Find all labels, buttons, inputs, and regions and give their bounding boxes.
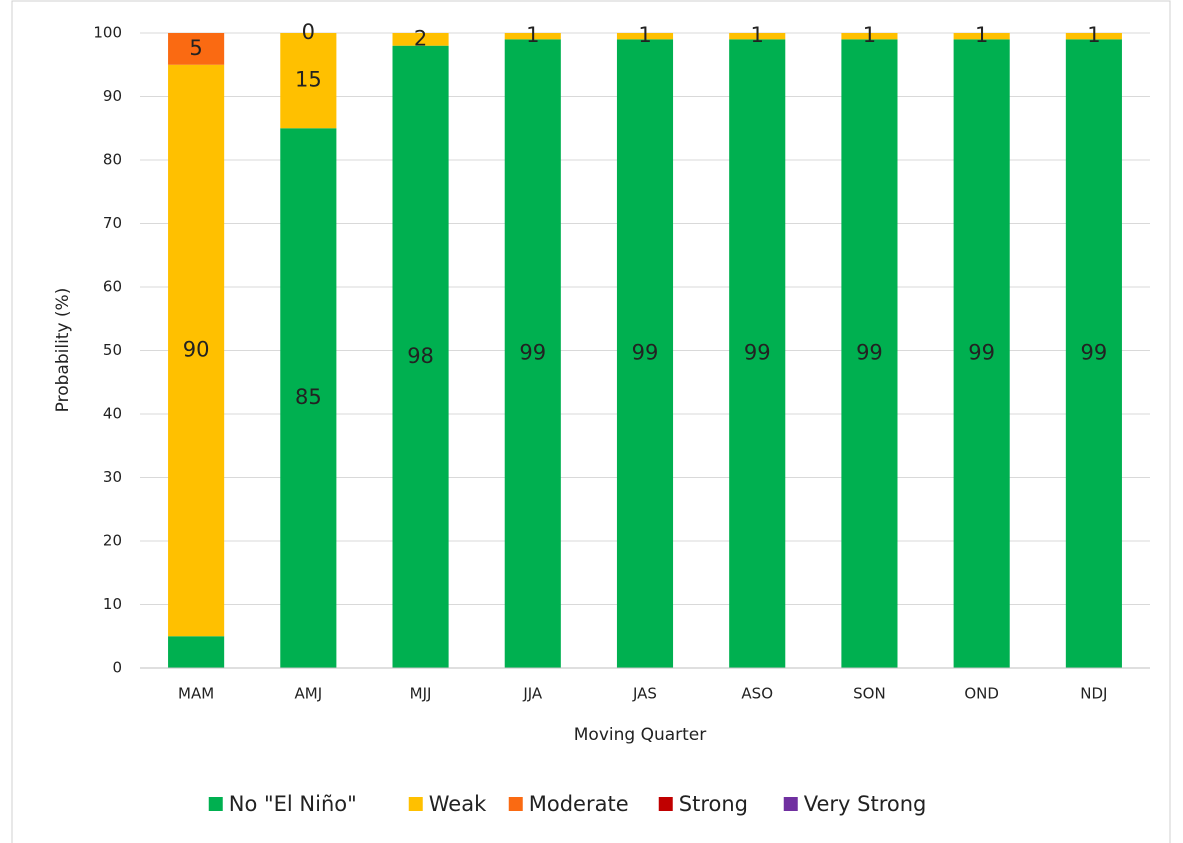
bar-segment — [841, 33, 898, 40]
y-tick-label: 40 — [103, 405, 122, 423]
x-tick-label: NDJ — [1080, 685, 1107, 703]
data-label: 1 — [638, 23, 651, 47]
data-label: 99 — [744, 341, 771, 365]
y-tick-label: 70 — [103, 214, 122, 232]
x-tick-label: MAM — [178, 685, 214, 703]
bar-segment — [616, 39, 674, 669]
bar-segment — [504, 33, 561, 40]
legend-swatch — [208, 797, 223, 811]
data-label: 99 — [632, 341, 659, 365]
bar-segment — [616, 33, 674, 40]
bar-segment — [504, 39, 561, 669]
y-tick-label: 50 — [103, 341, 122, 359]
x-tick-label: JAS — [632, 685, 657, 703]
legend-label: Moderate — [529, 792, 629, 816]
y-tick-label: 10 — [103, 595, 122, 613]
data-label: 98 — [407, 344, 434, 368]
y-tick-label: 60 — [103, 278, 122, 296]
x-tick-label: SON — [853, 685, 886, 703]
bar-segment — [953, 33, 1010, 40]
legend-swatch — [508, 797, 523, 811]
x-tick-label: MJJ — [410, 685, 432, 703]
legend-swatch — [408, 797, 423, 811]
legend-label: Very Strong — [804, 792, 927, 816]
data-label: 99 — [519, 341, 546, 365]
x-tick-label: ASO — [741, 685, 773, 703]
legend-label: Strong — [679, 792, 748, 816]
bar-segment — [841, 39, 898, 669]
legend-swatch — [658, 797, 673, 811]
bar-segment — [1065, 33, 1122, 40]
y-tick-label: 30 — [103, 468, 122, 486]
y-tick-label: 90 — [103, 87, 122, 105]
bar-segment — [392, 33, 449, 46]
y-axis-title: Probability (%) — [53, 288, 73, 413]
bar-segment — [953, 39, 1010, 669]
data-label: 1 — [751, 23, 764, 47]
bar-segment — [168, 636, 225, 668]
data-label: 99 — [968, 341, 995, 365]
y-tick-label: 100 — [93, 24, 122, 42]
x-axis-title: Moving Quarter — [574, 725, 707, 745]
y-tick-label: 0 — [112, 659, 122, 677]
x-tick-label: AMJ — [295, 685, 323, 703]
legend-label: No "El Niño" — [229, 792, 357, 816]
data-label: 99 — [856, 341, 883, 365]
x-tick-label: JJA — [522, 685, 543, 703]
bar-segment — [729, 39, 786, 669]
legend-swatch — [783, 797, 798, 811]
bar-segment — [168, 64, 225, 637]
bar-segment — [280, 33, 337, 129]
data-label: 99 — [1081, 341, 1108, 365]
bar-segment — [168, 33, 225, 65]
data-label: 85 — [295, 385, 322, 409]
data-label: 5 — [189, 36, 202, 60]
y-tick-label: 80 — [103, 151, 122, 169]
data-label: 90 — [183, 338, 210, 362]
data-label: 1 — [526, 23, 539, 47]
bar-segment — [1065, 39, 1122, 669]
bar-segment — [280, 128, 337, 668]
bar-segment — [392, 45, 449, 668]
y-tick-label: 20 — [103, 532, 122, 550]
data-label: 1 — [863, 23, 876, 47]
data-label: 2 — [414, 26, 427, 50]
legend-label: Weak — [429, 792, 487, 816]
x-tick-label: OND — [964, 685, 999, 703]
data-label: 1 — [975, 23, 988, 47]
data-label: 0 — [302, 20, 315, 44]
bar-segment — [729, 33, 786, 40]
data-label: 15 — [295, 68, 322, 92]
data-label: 1 — [1087, 23, 1100, 47]
